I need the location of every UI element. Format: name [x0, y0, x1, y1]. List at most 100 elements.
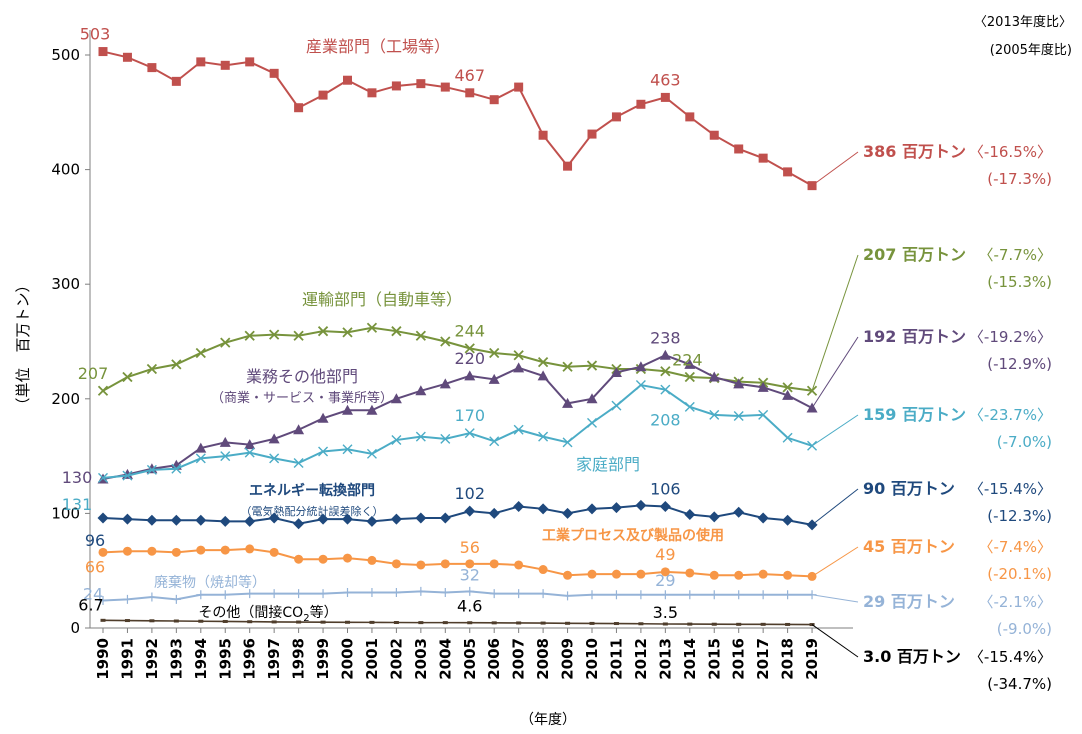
x-tick-label: 1991 [118, 638, 136, 680]
data-point [538, 589, 548, 599]
x-tick-label: 2003 [412, 638, 430, 680]
vs2005-label: (-20.1%) [987, 565, 1052, 583]
data-point [342, 404, 353, 415]
data-point [342, 327, 353, 338]
series-name: 家庭部門 [576, 455, 640, 474]
data-point [635, 499, 647, 511]
data-point [563, 161, 573, 171]
x-tick-label: 2016 [730, 638, 748, 680]
data-point [98, 595, 108, 605]
data-point [146, 514, 158, 526]
x-tick-label: 2009 [559, 638, 577, 680]
data-point [391, 326, 402, 337]
data-point [587, 569, 597, 579]
point-label: 207 [78, 364, 109, 383]
point-label: 208 [650, 411, 681, 430]
data-point [294, 103, 304, 113]
data-point [440, 82, 450, 92]
data-point [195, 442, 207, 453]
data-point [245, 589, 255, 599]
data-point [562, 361, 573, 372]
vs2005-label: (-9.0%) [997, 620, 1052, 638]
data-point [320, 620, 326, 624]
end-value-label: 207 百万トン [863, 245, 966, 264]
point-label: 170 [454, 406, 485, 425]
series-line [102, 326, 813, 392]
data-point [708, 371, 720, 382]
end-value-label: 90 百万トン [863, 479, 955, 498]
x-tick-label: 1994 [192, 638, 210, 680]
data-point [219, 515, 231, 527]
data-point [293, 518, 305, 530]
data-point [367, 555, 377, 565]
x-tick-label: 2005 [461, 638, 479, 680]
data-point [147, 546, 157, 556]
data-point [170, 514, 182, 526]
data-point [660, 567, 670, 577]
data-point [687, 622, 693, 626]
data-point [636, 99, 646, 109]
data-point [685, 568, 695, 578]
point-label: 49 [655, 545, 675, 564]
header-vs-2005: (2005年度比) [990, 42, 1072, 58]
series-sublabel: （電気熱配分統計誤差除く） [241, 504, 384, 518]
data-point [220, 451, 231, 462]
data-point [611, 590, 621, 600]
data-point [562, 397, 574, 408]
data-point [196, 590, 206, 600]
series-4 [97, 499, 818, 531]
vs2005-label: (-34.7%) [987, 675, 1052, 693]
data-point [635, 361, 647, 372]
data-point [736, 622, 742, 626]
x-tick-label: 1990 [94, 638, 112, 680]
leader-line [811, 594, 859, 603]
series-sublabel: （商業・サービス・事業所等） [211, 390, 393, 406]
data-point [464, 370, 476, 381]
x-axis-title: （年度） [520, 712, 576, 728]
data-point [783, 167, 793, 177]
vs2013-label: 〈-16.5%〉 [969, 143, 1052, 161]
end-value-label: 45 百万トン [863, 537, 955, 556]
data-point [124, 619, 130, 623]
vs2013-label: 〈-2.1%〉 [978, 593, 1052, 611]
data-point [513, 350, 524, 361]
data-point [415, 431, 426, 442]
data-point [171, 594, 181, 604]
leader-line [811, 254, 859, 391]
data-point [489, 436, 500, 447]
data-point [587, 417, 597, 428]
data-point [416, 560, 426, 570]
data-point [391, 587, 401, 597]
data-point [439, 512, 451, 524]
data-point [636, 569, 646, 579]
data-point [464, 343, 475, 354]
data-point [342, 444, 353, 455]
series-name: 運輸部門（自動車等） [302, 290, 462, 309]
end-value-label: 192 百万トン [863, 327, 966, 346]
data-point [171, 359, 182, 370]
data-point [98, 547, 108, 557]
data-point [440, 336, 451, 347]
data-point [783, 590, 793, 600]
data-point [613, 622, 619, 626]
data-point [586, 360, 598, 371]
data-point [146, 363, 158, 375]
data-point [268, 512, 280, 524]
data-point [489, 95, 499, 105]
y-axis-title: （単位 百万トン） [14, 277, 32, 412]
data-point [758, 590, 768, 600]
data-point [345, 620, 350, 624]
x-tick-label: 2013 [656, 638, 674, 680]
series-line [102, 383, 813, 479]
data-point [97, 385, 109, 396]
vs2005-label: (-7.0%) [997, 433, 1052, 451]
data-point [709, 409, 720, 420]
data-point [245, 544, 255, 554]
data-point [491, 621, 497, 625]
data-point [563, 591, 573, 601]
data-point [565, 621, 571, 625]
data-point [317, 326, 329, 337]
data-point [711, 622, 717, 626]
data-point [269, 547, 279, 557]
x-tick-label: 1995 [216, 638, 234, 680]
